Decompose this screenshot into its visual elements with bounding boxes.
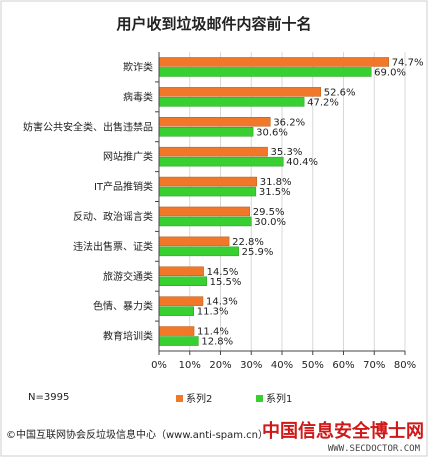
bar-series2 <box>158 296 204 306</box>
sample-size-note: N=3995 <box>28 392 69 403</box>
legend-label-series2: 系列2 <box>186 392 212 405</box>
x-tick-label: 0% <box>151 360 167 371</box>
bar-series2 <box>158 57 389 67</box>
bar-series1 <box>158 186 257 197</box>
category-label: 色情、暴力类 <box>93 300 153 313</box>
data-label-series1: 25.9% <box>242 247 274 258</box>
x-tick-label: 70% <box>363 360 385 371</box>
bar-series2 <box>158 236 230 247</box>
bar-layer <box>158 57 389 346</box>
x-tick-label: 10% <box>179 360 201 371</box>
category-label: 教育培训类 <box>103 330 153 343</box>
category-label: 违法出售票、证类 <box>73 240 153 253</box>
x-tick-label: 60% <box>332 360 354 371</box>
watermark-cn-text: 中国信息安全博士网 <box>262 420 424 442</box>
data-label-series2: 52.6% <box>324 87 356 98</box>
watermark: 中国信息安全博士网 WWW.SECDOCTOR.COM <box>262 420 424 454</box>
data-label-series1: 47.2% <box>307 97 339 108</box>
x-tick-label: 40% <box>271 360 293 371</box>
x-tick-label: 20% <box>209 360 231 371</box>
watermark-url-text: WWW.SECDOCTOR.COM <box>328 444 421 454</box>
bar-series1 <box>158 336 199 346</box>
data-label-series2: 74.7% <box>392 57 424 68</box>
bar-series2 <box>158 87 321 97</box>
legend-swatch-series2 <box>176 395 183 402</box>
data-label-series2: 22.8% <box>232 237 264 248</box>
bar-series2 <box>158 146 268 157</box>
data-label-series1: 40.4% <box>286 157 318 168</box>
data-label-series1: 12.8% <box>201 337 233 348</box>
category-label: 反动、政治谣言类 <box>73 210 153 223</box>
copyright-footer: ©中国互联网协会反垃圾信息中心（www.anti-spam.cn） <box>6 428 268 441</box>
legend-swatch-series1 <box>256 395 263 402</box>
bar-series1 <box>158 276 207 286</box>
bar-series2 <box>158 266 204 276</box>
category-label: 欺诈类 <box>123 60 153 73</box>
data-label-series2: 31.8% <box>260 177 292 188</box>
x-tick-label: 30% <box>240 360 262 371</box>
axis-layer: 0% 10% 20% 30% 40% 50% 60% 70% 80% <box>151 52 416 371</box>
bar-series1 <box>158 306 194 316</box>
data-label-series1: 11.3% <box>197 307 229 318</box>
category-label: IT产品推销类 <box>94 180 153 193</box>
label-layer: 欺诈类 74.7%69.0% 病毒类 52.6%47.2% 妨害公共安全类、出售违禁品 3… <box>23 57 423 347</box>
x-tick-label: 80% <box>394 360 416 371</box>
bar-series1 <box>158 246 239 257</box>
bar-series1 <box>158 216 252 227</box>
bar-series2 <box>158 117 271 127</box>
bar-series1 <box>158 127 254 137</box>
data-label-series2: 35.3% <box>271 147 303 158</box>
category-label: 妨害公共安全类、出售违禁品 <box>23 120 153 133</box>
category-label: 旅游交通类 <box>103 270 153 283</box>
data-label-series2: 14.3% <box>206 297 238 308</box>
chart-title: 用户收到垃圾邮件内容前十名 <box>116 15 311 33</box>
data-label-series1: 15.5% <box>210 277 242 288</box>
data-label-series1: 30.0% <box>254 217 286 228</box>
data-label-series2: 14.5% <box>207 267 239 278</box>
bar-series2 <box>158 326 195 336</box>
bar-series1 <box>158 97 305 107</box>
data-label-series2: 11.4% <box>197 327 229 338</box>
bar-series2 <box>158 176 258 187</box>
data-label-series1: 30.6% <box>256 127 288 138</box>
data-label-series1: 31.5% <box>259 187 291 198</box>
legend: 系列2 系列1 <box>176 392 292 405</box>
bar-series1 <box>158 67 372 77</box>
data-label-series1: 69.0% <box>374 67 406 78</box>
data-label-series2: 36.2% <box>273 117 305 128</box>
category-label: 网站推广类 <box>103 150 153 163</box>
x-tick-label: 50% <box>302 360 324 371</box>
category-label: 病毒类 <box>123 90 153 103</box>
legend-label-series1: 系列1 <box>266 392 292 405</box>
bar-series1 <box>158 156 284 167</box>
data-label-series2: 29.5% <box>253 207 285 218</box>
bar-series2 <box>158 206 250 217</box>
